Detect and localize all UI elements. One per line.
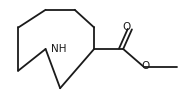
Text: O: O xyxy=(122,22,130,32)
Text: NH: NH xyxy=(51,44,67,54)
Text: O: O xyxy=(141,61,150,71)
